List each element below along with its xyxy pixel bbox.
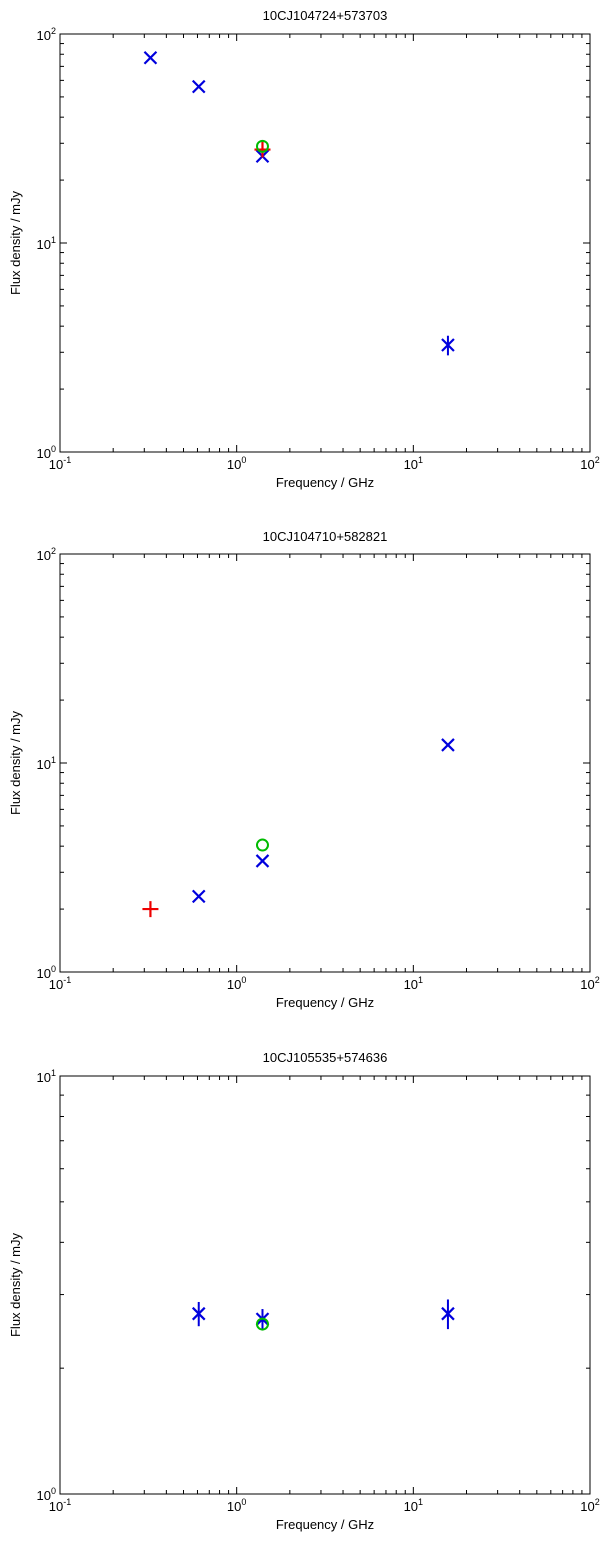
chart-panel-1: 10-1 100 101 10210010110210CJ104724+573703F…: [8, 8, 600, 490]
marker-x: [441, 338, 455, 352]
x-tick-label: 100: [227, 975, 246, 992]
plot-frame: [59, 1075, 591, 1495]
y-tick-label: 101: [37, 755, 56, 772]
data-point-plus: [142, 901, 159, 918]
marker-x: [255, 854, 270, 868]
y-tick-label: 100: [37, 444, 56, 461]
x-tick-label: 102: [580, 975, 599, 992]
x-tick-label: 100: [227, 455, 246, 472]
chart-title: 10CJ105535+574636: [263, 1050, 388, 1065]
chart-title: 10CJ104724+573703: [263, 8, 388, 23]
x-tick-label: 101: [404, 1497, 423, 1514]
y-tick-label: 102: [37, 546, 56, 563]
marker-x: [191, 1306, 206, 1321]
y-tick-label: 100: [37, 1486, 56, 1503]
x-tick-label: 10-1: [49, 1497, 71, 1514]
marker-plus: [142, 901, 159, 918]
plot-frame: [59, 33, 591, 453]
y-tick-label: 101: [37, 235, 56, 252]
x-tick-label: 102: [580, 1497, 599, 1514]
data-point-circle: [255, 139, 269, 153]
chart-panel-2: 10-1 100 101 10210010110210CJ104710+582821F…: [8, 529, 600, 1010]
data-point-circle: [255, 838, 269, 852]
marker-x: [143, 50, 158, 65]
x-axis-label: Frequency / GHz: [276, 1517, 374, 1532]
data-point-cross: [191, 1301, 206, 1327]
marker-x: [191, 889, 206, 904]
data-point-cross: [255, 854, 270, 868]
chart-title: 10CJ104710+582821: [263, 529, 388, 544]
x-tick-label: 101: [404, 975, 423, 992]
data-point-cross: [441, 1299, 455, 1330]
marker-circle: [255, 1317, 269, 1331]
marker-circle: [255, 139, 269, 153]
data-point-cross: [441, 738, 455, 752]
x-axis-label: Frequency / GHz: [276, 995, 374, 1010]
chart-panel-3: 10-1 100 101 10210010110CJ105535+574636Freq…: [8, 1050, 600, 1532]
x-tick-label: 102: [580, 455, 599, 472]
marker-circle: [255, 838, 269, 852]
x-tick-label: 101: [404, 455, 423, 472]
data-point-cross: [191, 889, 206, 904]
marker-x: [441, 1306, 455, 1321]
y-axis-label: Flux density / mJy: [8, 710, 23, 815]
x-tick-label: 100: [227, 1497, 246, 1514]
y-tick-label: 102: [37, 26, 56, 43]
data-point-cross: [143, 50, 158, 65]
y-tick-label: 100: [37, 964, 56, 981]
y-tick-label: 101: [37, 1068, 56, 1085]
y-axis-label: Flux density / mJy: [8, 1232, 23, 1337]
data-point-cross: [441, 335, 455, 356]
data-point-circle: [255, 1317, 269, 1331]
x-axis-label: Frequency / GHz: [276, 475, 374, 490]
marker-x: [441, 738, 455, 752]
x-tick-label: 10-1: [49, 975, 71, 992]
x-tick-label: 10-1: [49, 455, 71, 472]
plot-frame: [59, 553, 591, 973]
marker-x: [191, 79, 206, 94]
y-axis-label: Flux density / mJy: [8, 190, 23, 295]
data-point-cross: [191, 79, 206, 94]
